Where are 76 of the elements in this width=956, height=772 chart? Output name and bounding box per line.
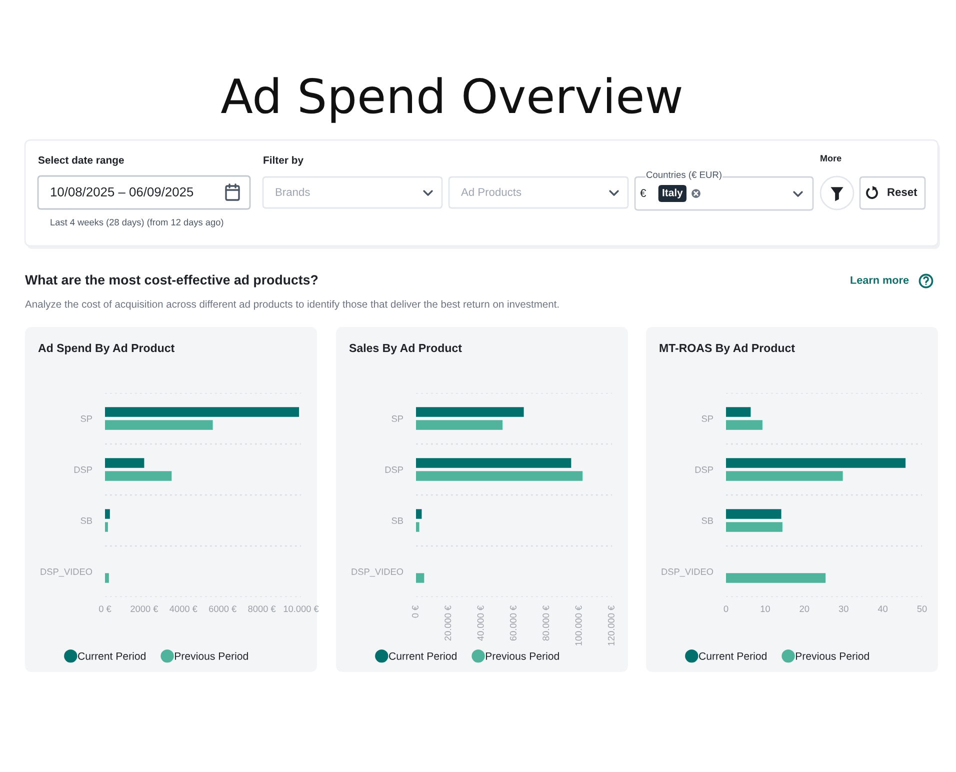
bar [105, 407, 300, 417]
legend-label: Previous Period [796, 652, 869, 660]
y-tick-label: DSP_VIDEO [352, 568, 404, 577]
x-tick-label: 4000 € [170, 606, 198, 612]
bar [105, 573, 109, 583]
bar [416, 420, 503, 430]
y-tick-label: DSP [695, 466, 714, 473]
text: Last 4 weeks (28 days) (from 12 days ago) [50, 218, 224, 228]
x-tick-label: 6000 € [209, 606, 236, 612]
bar [105, 420, 213, 430]
y-tick-label: SP [80, 415, 92, 422]
x-tick-label: 10.000 € [284, 606, 319, 612]
x-tick-label: 0 € [412, 605, 418, 618]
y-tick-label: DSP [74, 466, 92, 473]
x-tick-label: 0 [724, 606, 728, 612]
text: More [820, 155, 842, 162]
chart-title: Sales By Ad Product [349, 344, 462, 354]
y-tick-label: SP [702, 415, 714, 422]
bar [416, 573, 424, 583]
bar [105, 522, 108, 532]
x-tick-label: 30 [838, 606, 848, 612]
text: Reset [888, 188, 918, 196]
x-tick-label: 0 € [98, 606, 112, 612]
y-tick-label: SB [702, 517, 714, 524]
bar [105, 471, 172, 481]
y-tick-label: SB [80, 517, 92, 524]
legend-label: Current Period [699, 652, 766, 660]
y-tick-label: DSP_VIDEO [40, 568, 92, 577]
chart-title: MT-ROAS By Ad Product [660, 344, 795, 354]
text: 10/08/2025 – 06/09/2025 [50, 186, 194, 196]
bar [726, 509, 782, 519]
bar [726, 471, 843, 481]
legend-label: Current Period [389, 652, 456, 660]
x-tick-label: 40 [878, 606, 888, 612]
text: Italy [662, 188, 683, 198]
y-tick-label: SB [392, 517, 404, 524]
text: Filter by [264, 156, 304, 166]
x-tick-label: 20 [800, 606, 810, 612]
x-tick-label: 40.000 € [477, 605, 484, 641]
text: Ad Spend Overview [221, 77, 682, 123]
legend-label: Previous Period [486, 652, 559, 660]
text: Ad Products [461, 188, 522, 196]
x-tick-label: 120.000 € [608, 605, 614, 646]
x-tick-label: 100.000 € [575, 605, 582, 646]
bar [416, 522, 420, 532]
text: Analyze the cost of acquisition across different ad products to identify those that deliver the best return on investment. [25, 300, 559, 310]
bar [416, 458, 572, 468]
x-tick-label: 20.000 € [444, 605, 452, 641]
x-tick-label: 2000 € [130, 606, 158, 612]
bar [726, 522, 782, 532]
y-tick-label: DSP_VIDEO [662, 568, 714, 577]
text: Learn more [850, 276, 909, 284]
bar [416, 407, 524, 417]
bar [726, 458, 906, 468]
text: Brands [276, 188, 310, 196]
x-tick-label: 60.000 € [510, 605, 516, 641]
text: Countries (€ EUR) [646, 171, 722, 180]
y-tick-label: DSP [385, 466, 404, 473]
text: € [640, 189, 646, 197]
x-tick-label: 10 [760, 606, 770, 612]
x-tick-label: 80.000 € [542, 605, 550, 641]
x-tick-label: 50 [917, 606, 927, 612]
x-tick-label: 8000 € [248, 606, 276, 612]
bar [416, 509, 422, 519]
text: Select date range [38, 156, 124, 166]
bar [416, 471, 583, 481]
chart-title: Ad Spend By Ad Product [38, 344, 174, 354]
bar [726, 407, 751, 417]
y-tick-label: SP [392, 415, 404, 422]
legend-label: Previous Period [174, 652, 248, 660]
legend-label: Current Period [78, 652, 146, 660]
bar [105, 458, 144, 468]
bar [726, 573, 826, 583]
text: What are the most cost-effective ad products? [25, 274, 318, 288]
bar [726, 420, 762, 430]
bar [105, 509, 110, 519]
